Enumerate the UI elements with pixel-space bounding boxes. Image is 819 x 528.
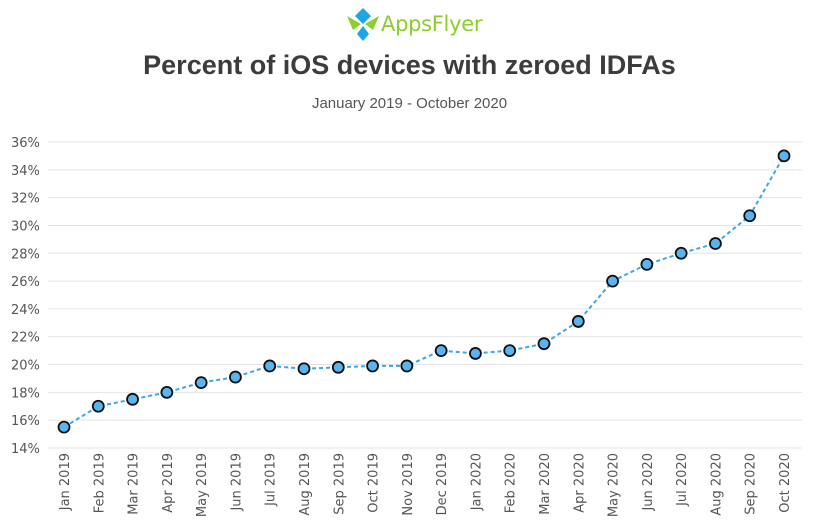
x-tick-label: Mar 2020	[538, 453, 553, 515]
x-tick-label: May 2019	[195, 453, 210, 517]
y-tick-label: 24%	[11, 303, 40, 318]
y-tick-label: 32%	[11, 192, 40, 207]
series-line	[63, 155, 785, 428]
x-tick-label: Apr 2019	[161, 453, 176, 513]
x-tick-label: May 2020	[607, 453, 622, 517]
data-point	[400, 359, 414, 373]
chart-title: Percent of iOS devices with zeroed IDFAs	[143, 50, 676, 80]
x-tick-label: Aug 2019	[298, 453, 313, 516]
data-point	[469, 347, 482, 360]
y-tick-label: 16%	[11, 414, 40, 429]
data-point	[194, 376, 208, 390]
x-tick-label: Mar 2019	[127, 453, 142, 515]
y-tick-label: 36%	[11, 136, 40, 151]
y-tick-label: 28%	[11, 247, 40, 262]
series-path	[63, 155, 785, 428]
data-point	[57, 420, 71, 434]
data-point	[674, 246, 688, 260]
y-tick-label: 30%	[11, 219, 40, 234]
data-markers	[57, 149, 791, 434]
data-point	[297, 362, 311, 376]
gridlines	[48, 141, 802, 449]
data-point	[229, 370, 242, 384]
x-tick-label: Feb 2020	[504, 453, 519, 513]
data-point	[91, 399, 105, 413]
y-tick-label: 18%	[11, 386, 40, 401]
x-tick-label: Jan 2019	[58, 453, 73, 511]
brand-name: AppsFlyer	[381, 12, 483, 36]
y-tick-label: 14%	[11, 442, 40, 457]
data-point	[743, 209, 757, 223]
y-tick-label: 26%	[11, 275, 40, 290]
data-point	[709, 237, 722, 250]
y-axis: 14% 16% 18% 20% 22% 24% 26% 28% 30% 32% 34% 36%	[11, 136, 40, 457]
x-tick-label: Oct 2019	[367, 453, 382, 513]
data-point	[640, 257, 654, 271]
x-tick-label: Sep 2019	[332, 453, 347, 515]
data-point	[537, 337, 551, 351]
x-tick-label: Jan 2020	[469, 453, 484, 511]
data-point	[777, 149, 791, 163]
data-point	[263, 359, 277, 373]
x-tick-label: Jun 2020	[641, 453, 656, 512]
data-point	[331, 360, 345, 374]
x-axis: Jan 2019 Feb 2019 Mar 2019 Apr 2019 May 2019…	[58, 453, 793, 517]
x-tick-label: Jul 2020	[675, 453, 690, 507]
x-tick-label: Jul 2019	[264, 453, 279, 507]
appsflyer-logo: AppsFlyer	[347, 4, 482, 44]
data-point	[366, 359, 379, 373]
x-tick-label: Jun 2019	[229, 453, 244, 512]
x-tick-label: Apr 2020	[572, 453, 587, 513]
data-point	[126, 392, 139, 406]
data-point	[606, 274, 619, 288]
data-point	[571, 315, 585, 328]
y-tick-label: 20%	[11, 359, 40, 374]
y-tick-label: 34%	[11, 164, 40, 179]
x-tick-label: Aug 2020	[709, 453, 724, 516]
data-point	[434, 344, 448, 358]
x-tick-label: Nov 2019	[401, 453, 416, 516]
y-tick-label: 22%	[11, 331, 40, 346]
x-tick-label: Feb 2019	[92, 453, 107, 513]
appsflyer-logo-icon	[347, 8, 379, 41]
x-tick-label: Dec 2019	[435, 453, 450, 515]
data-point	[503, 344, 517, 358]
x-tick-label: Oct 2020	[778, 453, 793, 513]
chart-subtitle: January 2019 - October 2020	[311, 95, 508, 112]
data-point	[160, 385, 174, 399]
x-tick-label: Sep 2020	[744, 453, 759, 515]
